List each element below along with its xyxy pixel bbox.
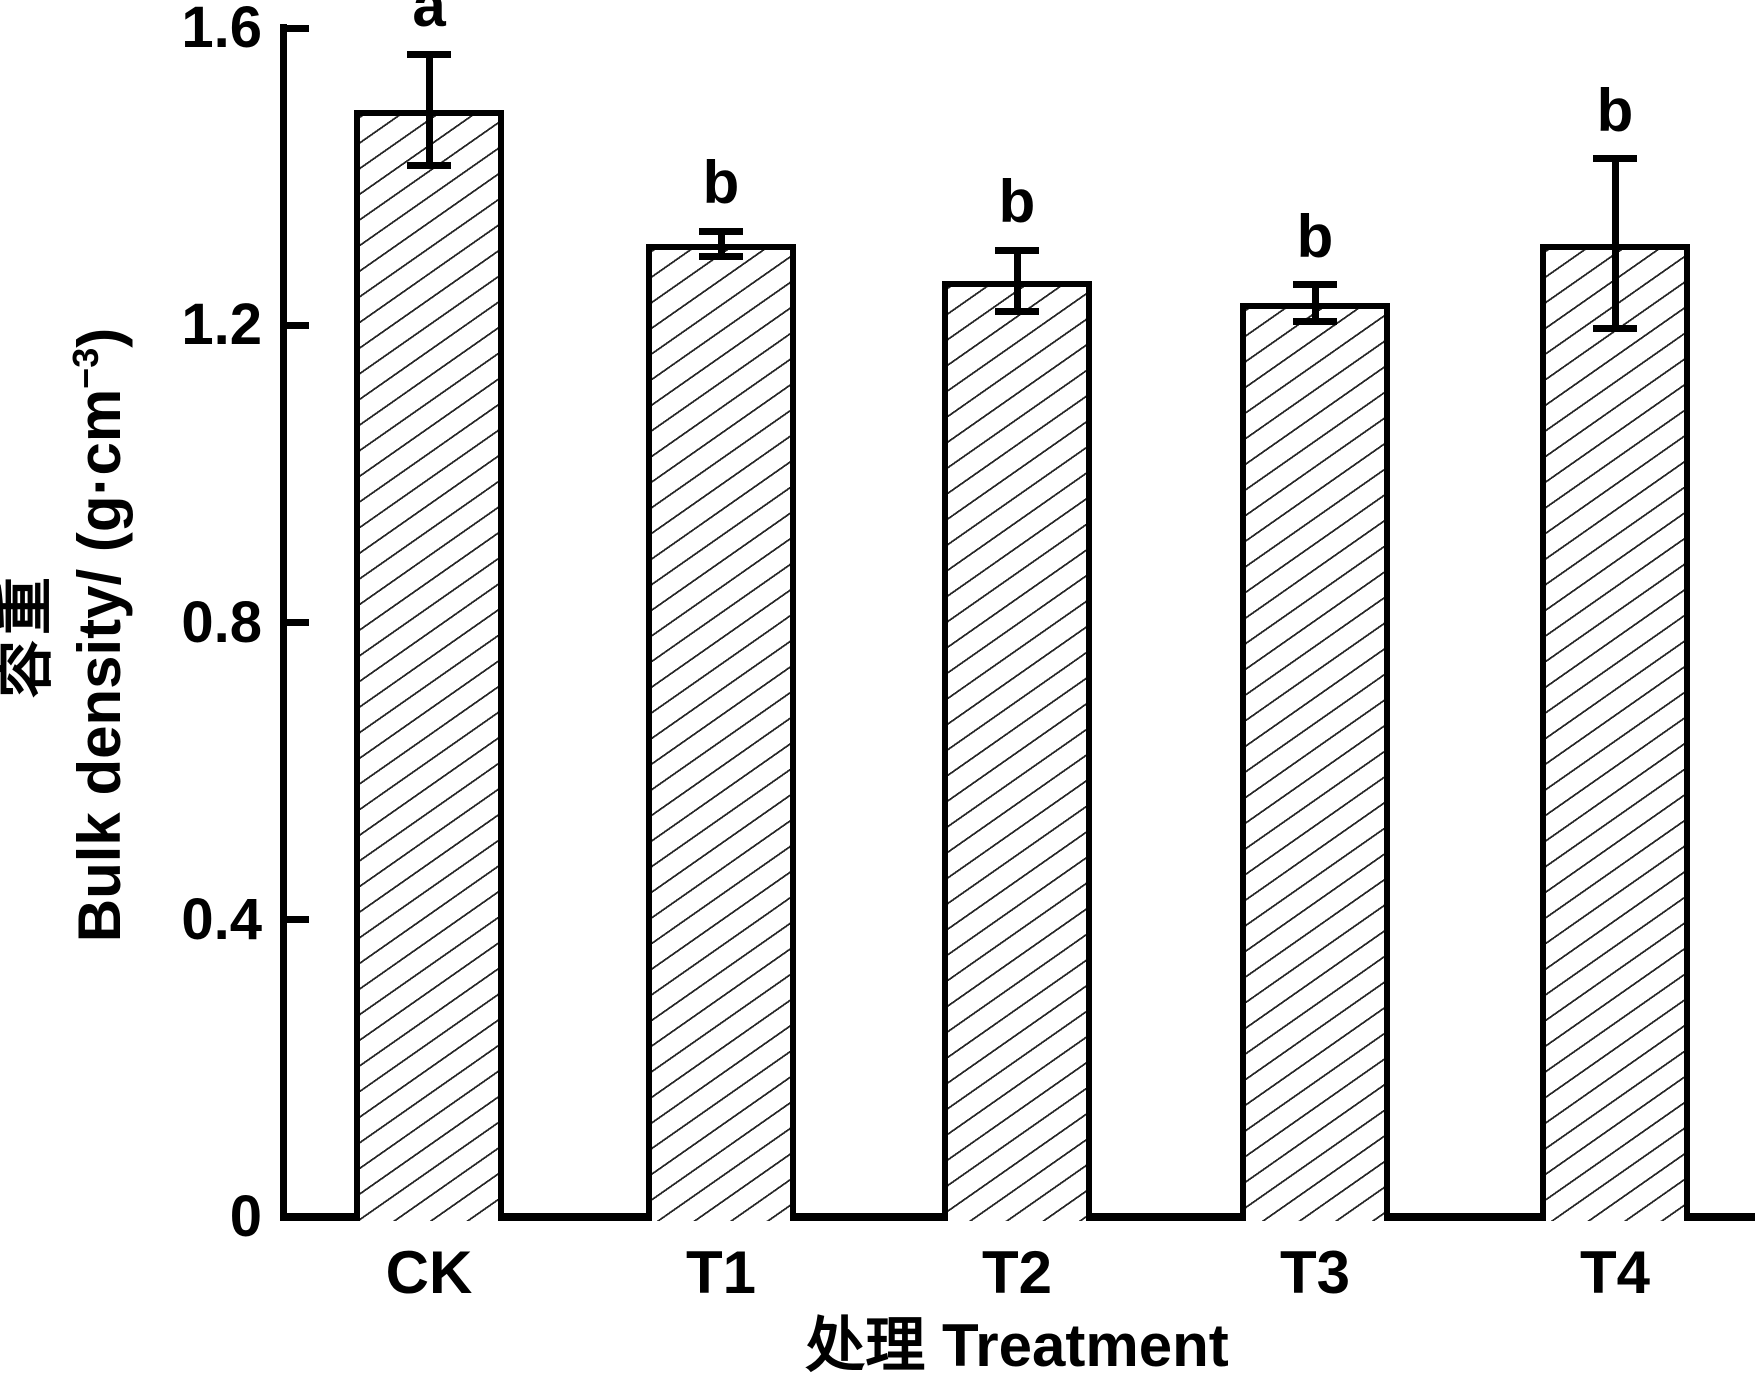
sig-letter-T3: b (1296, 202, 1334, 270)
error-cap-top-T1 (699, 227, 743, 235)
sig-letter-T4: b (1596, 76, 1634, 144)
y-tick-label-0.8: 0.8 (181, 589, 262, 655)
error-bar-T2 (1013, 250, 1021, 312)
error-cap-bottom-T3 (1293, 318, 1337, 326)
y-axis-title-unit-main: Bulk density/ (g·cm (66, 388, 133, 943)
bar-T3 (1240, 303, 1390, 1221)
error-cap-bottom-T4 (1593, 324, 1637, 332)
y-axis-line (280, 24, 287, 1221)
bar-CK (354, 109, 504, 1221)
error-cap-bottom-CK (407, 162, 451, 170)
error-cap-top-T2 (995, 246, 1039, 254)
error-bar-CK (425, 54, 433, 166)
x-axis-title: 处理 Treatment (805, 1312, 1229, 1379)
error-cap-top-T4 (1593, 155, 1637, 163)
error-cap-bottom-T1 (699, 252, 743, 260)
error-cap-top-CK (407, 50, 451, 58)
sig-letter-T1: b (702, 149, 740, 217)
error-bar-T1 (717, 231, 725, 257)
sig-letter-T2: b (998, 168, 1036, 236)
error-cap-bottom-T2 (995, 307, 1039, 315)
y-tick-mark-1.6 (287, 24, 309, 32)
y-tick-label-1.6: 1.6 (181, 0, 262, 61)
y-tick-mark-1.2 (287, 321, 309, 329)
error-cap-top-T3 (1293, 281, 1337, 289)
x-tick-label-T4: T4 (1579, 1239, 1651, 1306)
error-bar-T3 (1311, 284, 1319, 322)
error-bar-T4 (1611, 158, 1619, 329)
y-tick-label-0: 0 (229, 1184, 262, 1249)
y-axis-unit-superscript: −3 (65, 347, 106, 389)
y-tick-label-1.2: 1.2 (181, 292, 262, 358)
x-tick-label-T1: T1 (685, 1239, 757, 1306)
y-tick-mark-0.8 (287, 619, 309, 627)
x-tick-label-CK: CK (385, 1239, 473, 1306)
bar-T1 (646, 243, 796, 1221)
sig-letter-CK: a (412, 0, 446, 40)
y-axis-title-chinese: 容重 (0, 572, 58, 699)
bar-T2 (942, 280, 1092, 1221)
x-tick-label-T2: T2 (981, 1239, 1053, 1306)
y-tick-mark-0.4 (287, 916, 309, 924)
bar-T4 (1540, 243, 1690, 1221)
x-tick-label-T3: T3 (1279, 1239, 1351, 1306)
y-axis-title: 容重 Bulk density/ (g·cm−3) (0, 185, 139, 1085)
y-tick-label-0.4: 0.4 (181, 886, 262, 952)
